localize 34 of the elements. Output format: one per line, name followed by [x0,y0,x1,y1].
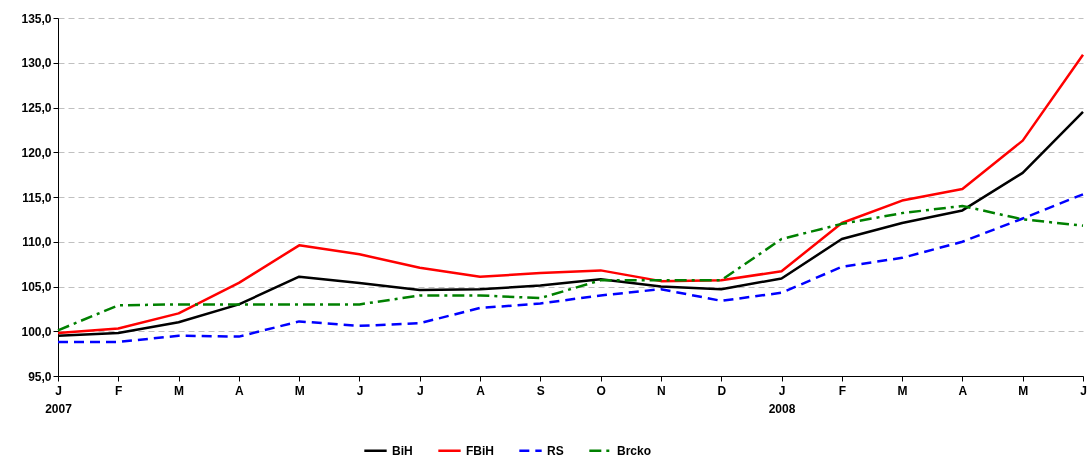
x-tick-label: M [1018,383,1029,398]
line-series [56,53,1085,335]
x-tick-label: J 2008 [768,383,796,416]
x-tick-label: S [536,383,545,398]
legend-label: RS [547,443,564,457]
x-tick-label: A [958,383,968,398]
y-tick-label: 110,0 [22,235,52,250]
x-tick-label: A [235,383,245,398]
y-tick-label: 95,0 [28,369,52,384]
y-tick-label: 135,0 [21,11,52,26]
x-tick-label: F [838,383,846,398]
legend-label: Brcko [617,443,652,457]
x-tick-label: M [897,383,908,398]
x-tick-label: J [416,383,424,398]
x-tick-label: O [596,383,606,398]
y-tick-label: 120,0 [21,145,52,160]
line-series [56,204,1085,332]
legend-label: BiH [392,443,413,457]
legend-label: FBiH [466,443,494,457]
x-tick-label: N [657,383,666,398]
x-tick-label: M [174,383,185,398]
x-tick-label: M [294,383,305,398]
x-tick-label: J [1080,383,1087,398]
line-series [56,193,1085,344]
x-tick-label: J [356,383,364,398]
y-tick-label: 115,0 [22,190,52,205]
y-tick-label: 105,0 [21,280,52,294]
y-tick-label: 125,0 [21,101,52,115]
x-tick-label: J 2007 [45,383,73,416]
x-tick-label: F [115,383,123,398]
x-tick-label: A [476,383,486,398]
y-tick-label: 130,0 [21,56,52,71]
y-tick-label: 100,0 [21,324,52,339]
x-tick-label: D [717,383,727,398]
